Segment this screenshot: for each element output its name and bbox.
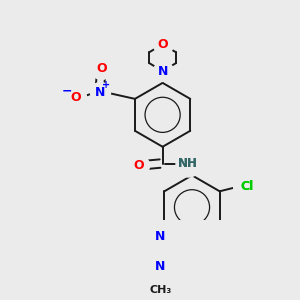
Text: O: O (71, 91, 81, 104)
Text: N: N (155, 260, 165, 273)
Text: O: O (96, 62, 107, 75)
Text: N: N (158, 64, 168, 78)
Text: +: + (102, 80, 110, 90)
Text: NH: NH (178, 157, 198, 170)
Text: N: N (155, 230, 165, 243)
Text: N: N (94, 85, 105, 99)
Text: NH: NH (178, 157, 198, 170)
Text: −: − (61, 85, 72, 98)
Text: O: O (157, 38, 168, 51)
Text: Cl: Cl (240, 180, 253, 193)
Text: CH₃: CH₃ (149, 285, 171, 295)
Text: O: O (134, 159, 144, 172)
Text: Cl: Cl (240, 180, 253, 193)
